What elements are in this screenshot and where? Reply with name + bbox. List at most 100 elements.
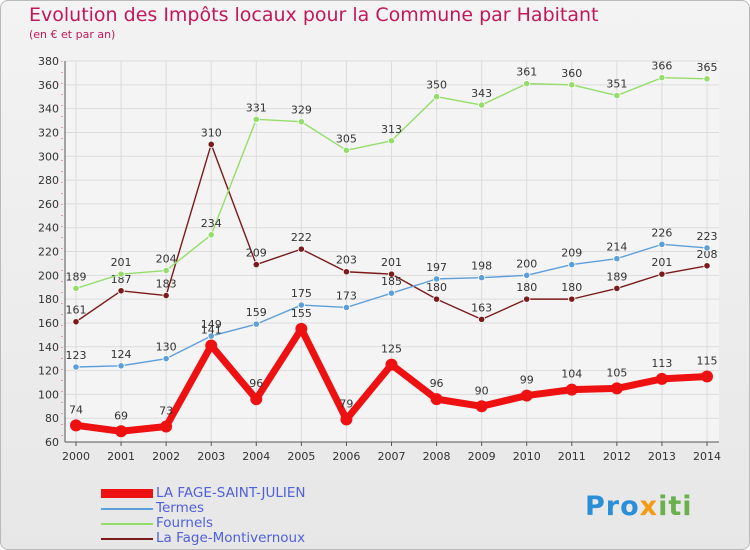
data-point-termes	[478, 274, 486, 282]
data-label-fournels: 305	[336, 132, 357, 145]
data-label-montivernoux: 201	[651, 256, 672, 269]
y-tick-label: 60	[45, 436, 59, 449]
x-tick-label: 2004	[242, 450, 270, 463]
data-point-fournels	[478, 101, 486, 109]
data-label-la_fage: 79	[339, 397, 353, 410]
legend-swatch-termes	[101, 508, 153, 510]
data-label-termes: 214	[606, 241, 627, 254]
data-label-fournels: 189	[66, 270, 87, 283]
data-point-fournels	[658, 74, 666, 82]
data-label-fournels: 343	[471, 87, 492, 100]
data-label-termes: 223	[697, 230, 718, 243]
data-point-fournels	[703, 75, 711, 83]
data-point-la_fage	[115, 425, 128, 438]
legend-label-la-fage: LA FAGE-SAINT-JULIEN	[156, 485, 306, 501]
data-point-fournels	[162, 266, 170, 275]
data-point-la_fage	[701, 370, 713, 383]
legend-label-fournels: Fournels	[156, 515, 214, 531]
x-tick-label: 2009	[468, 450, 496, 463]
y-tick-label: 320	[38, 126, 59, 139]
data-label-termes: 124	[111, 348, 132, 361]
y-tick-label: 340	[38, 103, 59, 116]
data-point-fournels	[207, 231, 215, 239]
legend-swatch-montivernoux	[101, 538, 153, 540]
data-point-montivernoux	[207, 140, 215, 148]
data-label-montivernoux: 201	[381, 256, 402, 269]
data-point-termes	[72, 363, 80, 371]
data-label-termes: 226	[651, 226, 672, 239]
y-tick-label: 120	[38, 365, 59, 378]
data-point-montivernoux	[297, 245, 305, 253]
data-point-la_fage	[565, 383, 578, 396]
y-tick-label: 140	[38, 341, 59, 354]
data-label-la_fage: 104	[561, 368, 582, 381]
chart-subtitle: (en € et par an)	[29, 28, 116, 41]
data-point-termes	[568, 260, 576, 269]
data-label-fournels: 313	[381, 123, 402, 136]
data-point-fournels	[252, 115, 260, 123]
data-label-termes: 185	[381, 275, 402, 288]
data-label-termes: 130	[156, 341, 177, 354]
x-tick-label: 2000	[62, 450, 90, 463]
legend-label-montivernoux: La Fage-Montivernoux	[156, 530, 306, 546]
data-point-montivernoux	[613, 284, 621, 293]
data-label-fournels: 351	[606, 78, 627, 91]
data-label-la_fage: 96	[249, 377, 263, 390]
data-point-montivernoux	[72, 318, 80, 326]
y-tick-label: 380	[38, 55, 59, 68]
data-label-fournels: 234	[201, 217, 222, 230]
data-label-montivernoux: 310	[201, 126, 222, 139]
y-tick-label: 160	[38, 317, 59, 330]
data-point-termes	[297, 301, 305, 309]
data-point-montivernoux	[252, 260, 260, 269]
chart-title: Evolution des Impôts locaux pour la Comm…	[29, 4, 599, 26]
data-point-la_fage	[250, 393, 263, 406]
data-point-termes	[613, 255, 621, 263]
data-point-fournels	[297, 118, 305, 126]
data-label-la_fage: 74	[69, 403, 83, 416]
data-label-termes: 175	[291, 287, 312, 300]
data-label-la_fage: 99	[520, 374, 534, 387]
data-label-la_fage: 96	[430, 377, 444, 390]
data-label-montivernoux: 222	[291, 231, 312, 244]
data-label-montivernoux: 180	[426, 281, 447, 294]
data-label-la_fage: 105	[606, 366, 627, 379]
x-tick-label: 2010	[513, 450, 541, 463]
data-label-montivernoux: 203	[336, 254, 357, 267]
data-label-fournels: 365	[697, 61, 718, 74]
data-point-termes	[117, 362, 125, 370]
data-label-montivernoux: 163	[471, 301, 492, 314]
y-tick-label: 180	[38, 293, 59, 306]
data-point-la_fage	[520, 389, 533, 402]
legend-swatch-fournels	[101, 523, 153, 525]
data-label-fournels: 361	[516, 66, 537, 79]
data-label-fournels: 366	[651, 60, 672, 73]
data-point-termes	[658, 240, 666, 248]
x-tick-label: 2003	[197, 450, 225, 463]
data-point-la_fage	[70, 419, 82, 432]
data-point-termes	[432, 275, 441, 283]
legend-label-termes: Termes	[156, 500, 205, 516]
data-point-montivernoux	[478, 315, 486, 323]
data-point-fournels	[568, 81, 576, 89]
data-point-termes	[523, 271, 531, 279]
y-tick-label: 220	[38, 246, 59, 259]
x-tick-label: 2012	[603, 450, 631, 463]
data-label-termes: 149	[201, 318, 222, 331]
x-tick-label: 2001	[107, 450, 135, 463]
y-tick-label: 360	[38, 79, 59, 92]
data-point-la_fage	[385, 358, 398, 371]
data-point-la_fage	[340, 413, 353, 426]
data-label-fournels: 201	[111, 256, 132, 269]
data-point-la_fage	[205, 339, 218, 352]
x-tick-label: 2011	[558, 450, 586, 463]
data-label-termes: 173	[336, 289, 357, 302]
data-label-fournels: 350	[426, 79, 447, 92]
data-point-la_fage	[160, 420, 173, 433]
data-label-termes: 200	[516, 257, 537, 270]
data-point-la_fage	[475, 400, 488, 413]
data-point-fournels	[523, 80, 531, 88]
data-point-la_fage	[610, 382, 623, 395]
